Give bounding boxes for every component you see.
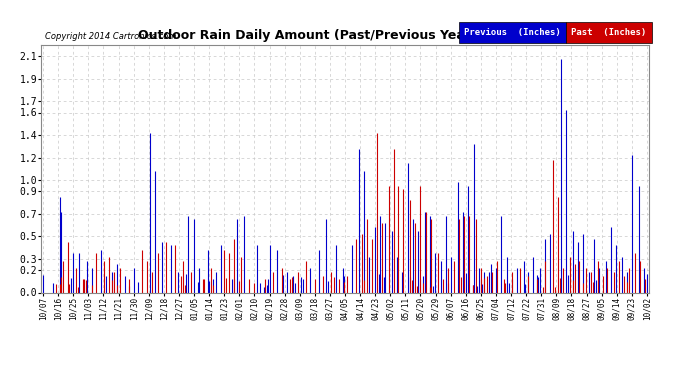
Text: Copyright 2014 Cartronics.com: Copyright 2014 Cartronics.com bbox=[45, 32, 176, 41]
Title: Outdoor Rain Daily Amount (Past/Previous Year) 20141007: Outdoor Rain Daily Amount (Past/Previous… bbox=[139, 30, 551, 42]
Text: Past  (Inches): Past (Inches) bbox=[571, 28, 647, 38]
Text: Previous  (Inches): Previous (Inches) bbox=[464, 28, 561, 38]
